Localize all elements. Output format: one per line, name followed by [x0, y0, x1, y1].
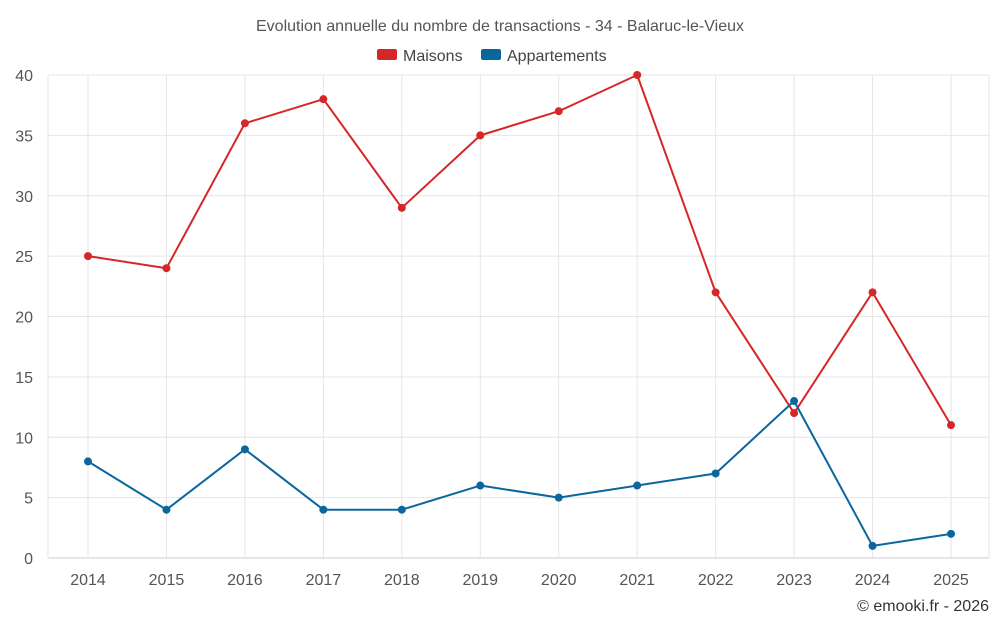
data-point-maisons[interactable] — [162, 264, 171, 273]
x-axis-ticks: 2014 2015 2016 2017 2018 2019 2020 2021 2022 2023… — [70, 572, 969, 589]
data-point-appartements[interactable] — [790, 397, 799, 406]
data-point-appartements[interactable] — [319, 505, 328, 514]
data-point-maisons[interactable] — [790, 409, 799, 418]
data-point-maisons[interactable] — [711, 288, 720, 297]
data-point-appartements[interactable] — [476, 481, 485, 490]
x-gridlines — [47, 75, 990, 558]
y-tick-label: 0 — [24, 551, 33, 568]
data-point-appartements[interactable] — [868, 541, 877, 550]
x-tick-label: 2018 — [384, 572, 420, 589]
data-point-appartements[interactable] — [397, 505, 406, 514]
series-maisons — [84, 71, 955, 430]
data-point-appartements[interactable] — [947, 529, 955, 538]
data-point-maisons[interactable] — [84, 252, 92, 261]
y-tick-label: 15 — [15, 370, 33, 387]
data-point-maisons[interactable] — [554, 107, 563, 116]
legend-swatch-maisons — [377, 49, 397, 60]
x-tick-label: 2019 — [462, 572, 498, 589]
x-tick-label: 2022 — [698, 572, 734, 589]
data-point-appartements[interactable] — [240, 445, 249, 454]
y-tick-label: 5 — [24, 491, 33, 508]
y-gridlines — [48, 74, 989, 559]
y-tick-label: 35 — [15, 128, 33, 145]
x-tick-label: 2015 — [149, 572, 185, 589]
credit-text: © emooki.fr - 2026 — [857, 598, 989, 615]
series-line-appartements — [87, 400, 952, 547]
x-tick-label: 2023 — [776, 572, 812, 589]
legend-label-maisons[interactable]: Maisons — [403, 48, 463, 65]
data-point-appartements[interactable] — [633, 481, 642, 490]
x-tick-label: 2016 — [227, 572, 263, 589]
data-point-appartements[interactable] — [711, 469, 720, 478]
data-point-appartements[interactable] — [554, 493, 563, 502]
y-tick-label: 10 — [15, 430, 33, 447]
series-group — [84, 71, 955, 550]
x-tick-label: 2021 — [619, 572, 655, 589]
x-tick-label: 2025 — [933, 572, 969, 589]
x-tick-label: 2024 — [855, 572, 891, 589]
series-line-maisons — [87, 74, 952, 426]
legend-label-appartements[interactable]: Appartements — [507, 48, 607, 65]
data-point-appartements[interactable] — [162, 505, 171, 514]
y-tick-label: 40 — [15, 68, 33, 85]
x-tick-label: 2020 — [541, 572, 577, 589]
data-point-maisons[interactable] — [397, 203, 406, 212]
series-appartements — [84, 397, 955, 550]
data-point-maisons[interactable] — [947, 421, 955, 430]
legend: Maisons Appartements — [377, 48, 607, 65]
x-tick-label: 2017 — [306, 572, 342, 589]
data-point-maisons[interactable] — [633, 71, 642, 79]
y-axis-ticks: 0 5 10 15 20 25 30 35 40 — [15, 68, 33, 568]
data-point-appartements[interactable] — [84, 457, 92, 466]
data-point-maisons[interactable] — [240, 119, 249, 128]
y-tick-label: 25 — [15, 249, 33, 266]
x-tick-label: 2014 — [70, 572, 106, 589]
y-tick-label: 30 — [15, 189, 33, 206]
data-point-maisons[interactable] — [319, 95, 328, 104]
data-point-maisons[interactable] — [476, 131, 485, 140]
data-point-maisons[interactable] — [868, 288, 877, 297]
chart-title: Evolution annuelle du nombre de transact… — [256, 18, 744, 35]
legend-swatch-appartements — [481, 49, 501, 60]
y-tick-label: 20 — [15, 310, 33, 327]
